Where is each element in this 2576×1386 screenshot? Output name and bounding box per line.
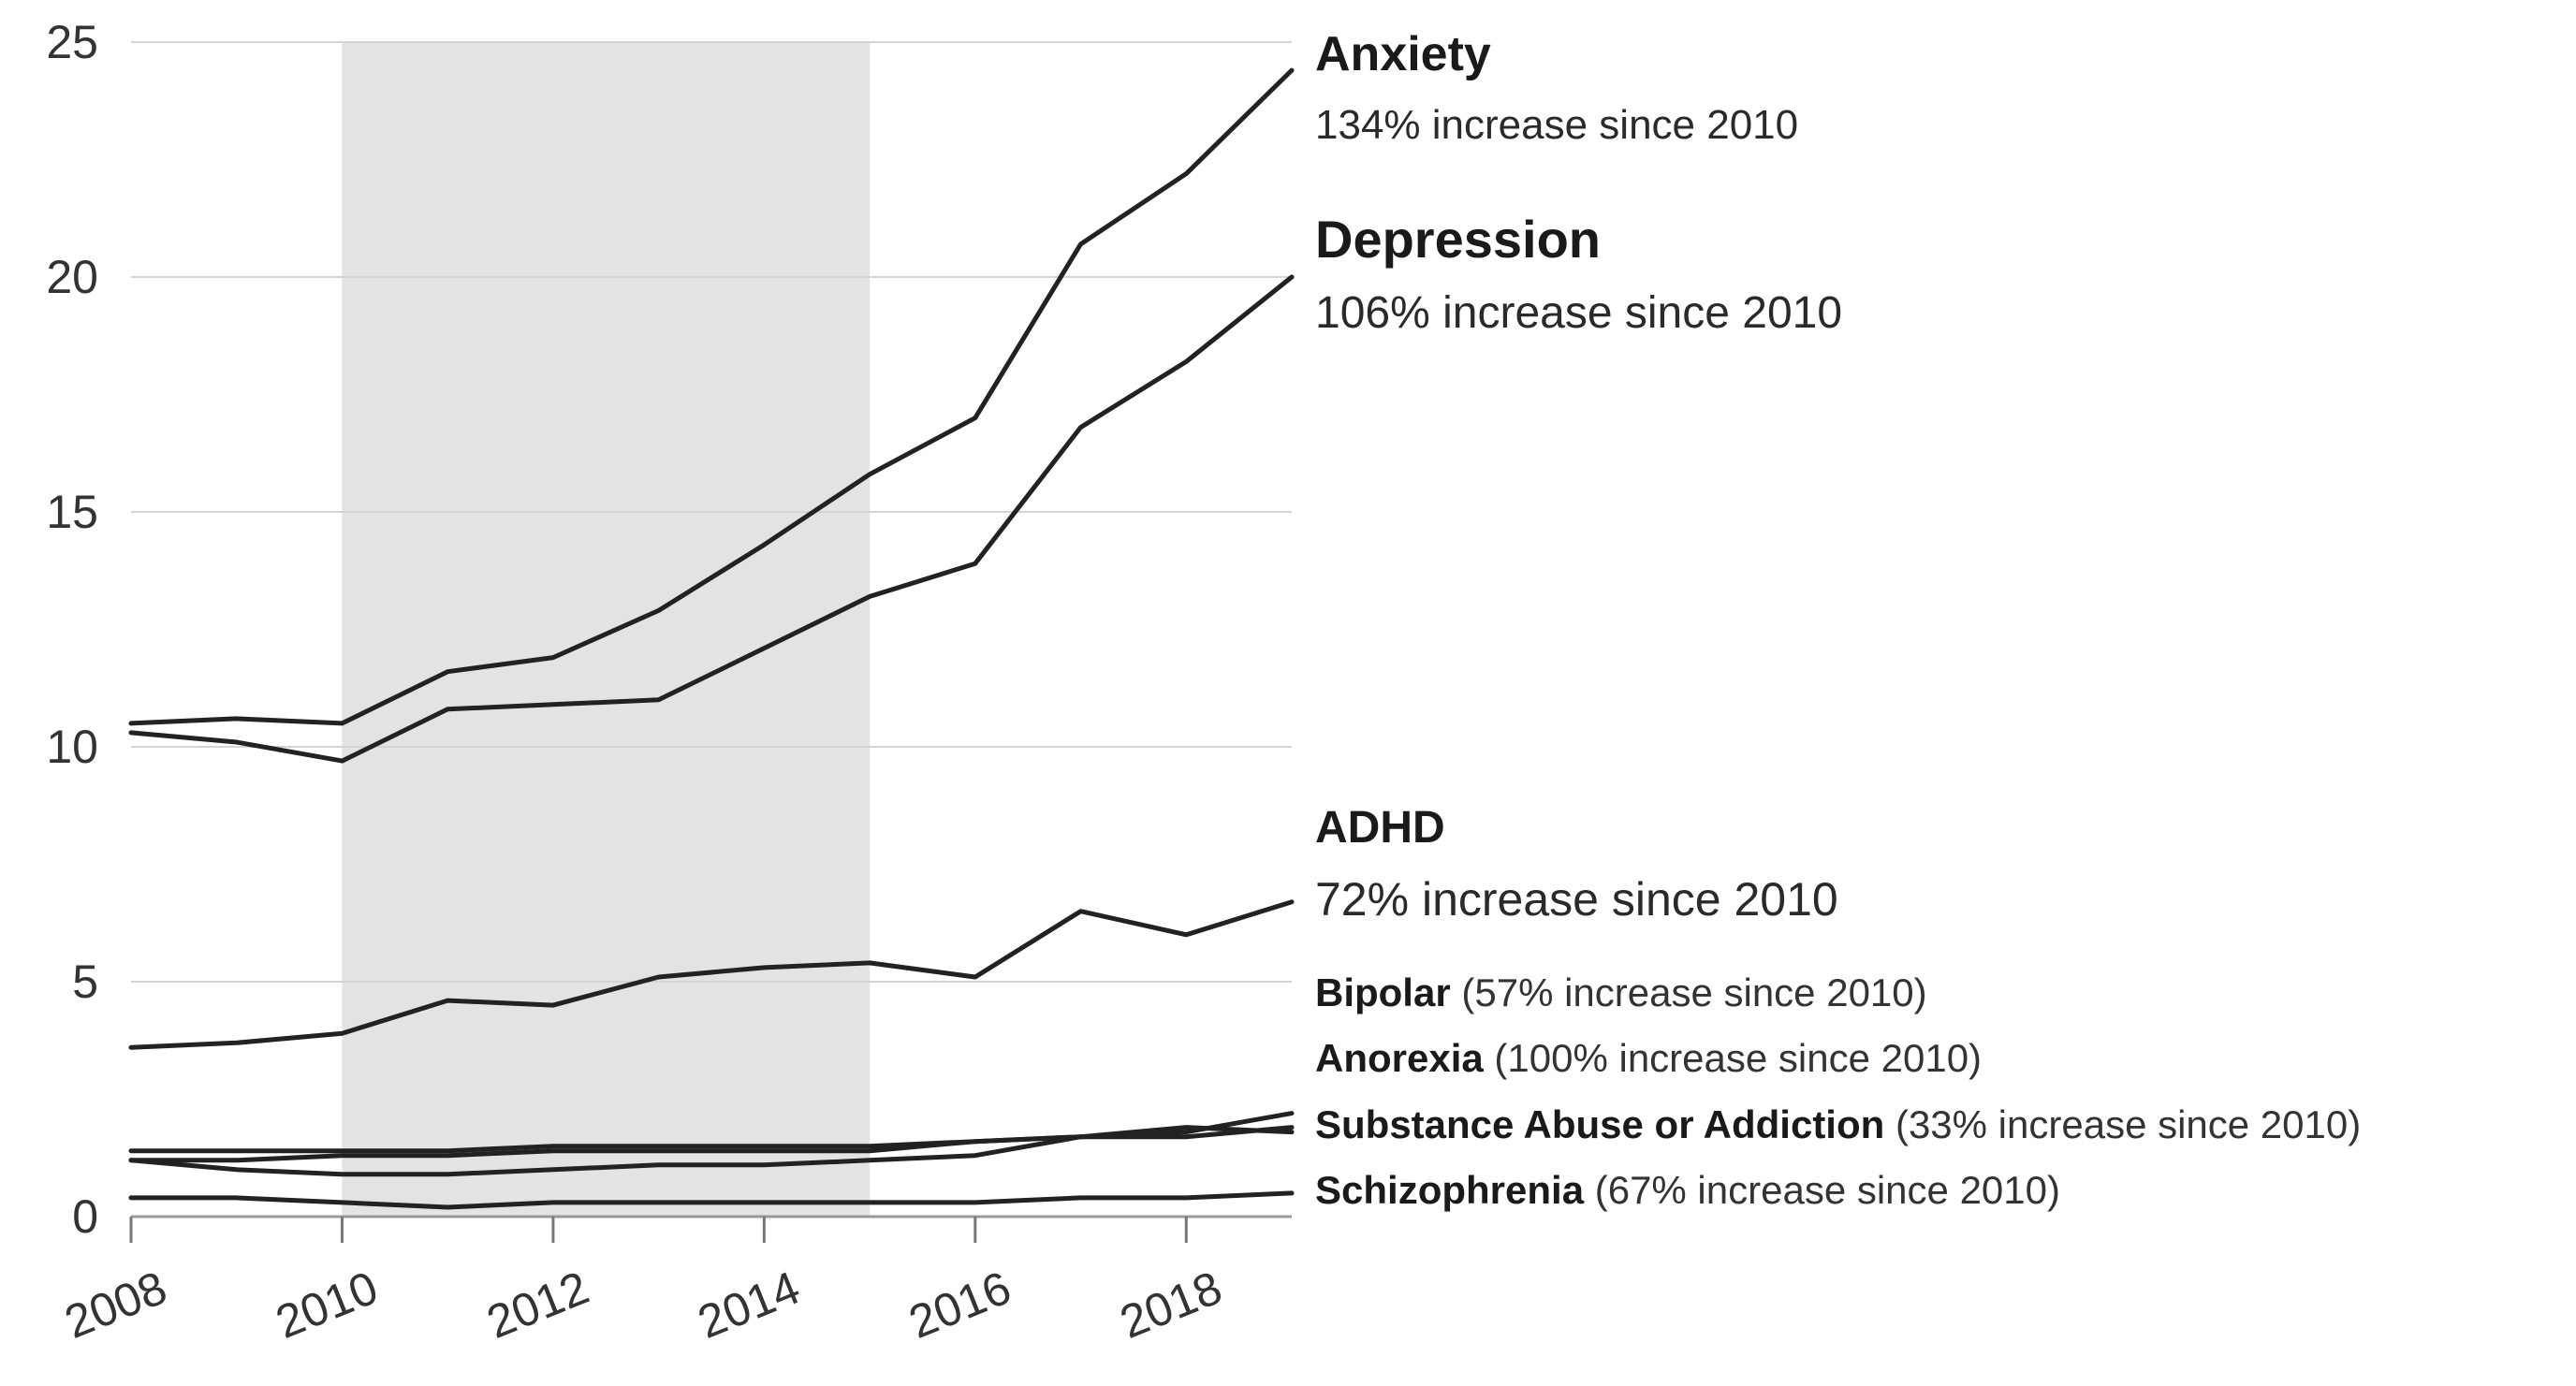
series-label-adhd: ADHD	[1315, 803, 1445, 853]
x-tick-label-2012: 2012	[479, 1261, 595, 1349]
series-name-substance-abuse-or-addiction: Substance Abuse or Addiction	[1315, 1102, 1895, 1146]
series-label-depression: Depression	[1315, 210, 1601, 269]
series-label-anxiety: Anxiety	[1315, 27, 1491, 81]
x-tick-label-2008: 2008	[58, 1261, 174, 1349]
series-note-substance-abuse-or-addiction: (33% increase since 2010)	[1895, 1102, 2361, 1146]
x-tick-label-2010: 2010	[269, 1261, 385, 1349]
series-note-depression: 106% increase since 2010	[1315, 288, 1842, 338]
series-line-substance-abuse-or-addiction	[128, 1125, 1295, 1154]
series-line-adhd	[128, 899, 1295, 1050]
series-note-schizophrenia: (67% increase since 2010)	[1595, 1168, 2060, 1212]
series-name-bipolar: Bipolar	[1315, 970, 1461, 1014]
series-line-depression	[128, 274, 1295, 764]
y-tick-label-15: 15	[46, 486, 98, 538]
gridline-layer	[131, 41, 1292, 1218]
series-layer	[128, 67, 1295, 1210]
series-name-anorexia: Anorexia	[1315, 1036, 1494, 1080]
x-tick-label-2014: 2014	[691, 1261, 807, 1349]
y-tick-label-5: 5	[72, 956, 98, 1008]
series-line-schizophrenia	[128, 1190, 1295, 1210]
series-note-anorexia: (100% increase since 2010)	[1494, 1036, 1982, 1080]
series-note-bipolar: (57% increase since 2010)	[1461, 970, 1926, 1014]
y-tick-label-25: 25	[46, 16, 98, 68]
series-label-schizophrenia: Schizophrenia (67% increase since 2010)	[1315, 1168, 2060, 1212]
y-tick-label-10: 10	[46, 721, 98, 773]
series-label-anorexia: Anorexia (100% increase since 2010)	[1315, 1036, 1982, 1080]
series-note-adhd: 72% increase since 2010	[1315, 873, 1838, 926]
series-note-anxiety: 134% increase since 2010	[1315, 102, 1798, 148]
series-label-layer: Anxiety 134% increase since 2010 Depressio…	[1315, 27, 2361, 1212]
series-label-substance-abuse-or-addiction: Substance Abuse or Addiction (33% increa…	[1315, 1102, 2361, 1146]
highlight-band	[342, 42, 871, 1217]
series-line-anxiety	[128, 67, 1295, 726]
y-tick-label-20: 20	[46, 251, 98, 303]
series-name-schizophrenia: Schizophrenia	[1315, 1168, 1595, 1212]
x-tick-label-2016: 2016	[901, 1261, 1017, 1349]
series-label-bipolar: Bipolar (57% increase since 2010)	[1315, 970, 1927, 1014]
y-tick-label-0: 0	[72, 1190, 98, 1243]
highlight-band-layer	[342, 42, 871, 1217]
x-tick-label-2018: 2018	[1113, 1261, 1229, 1349]
